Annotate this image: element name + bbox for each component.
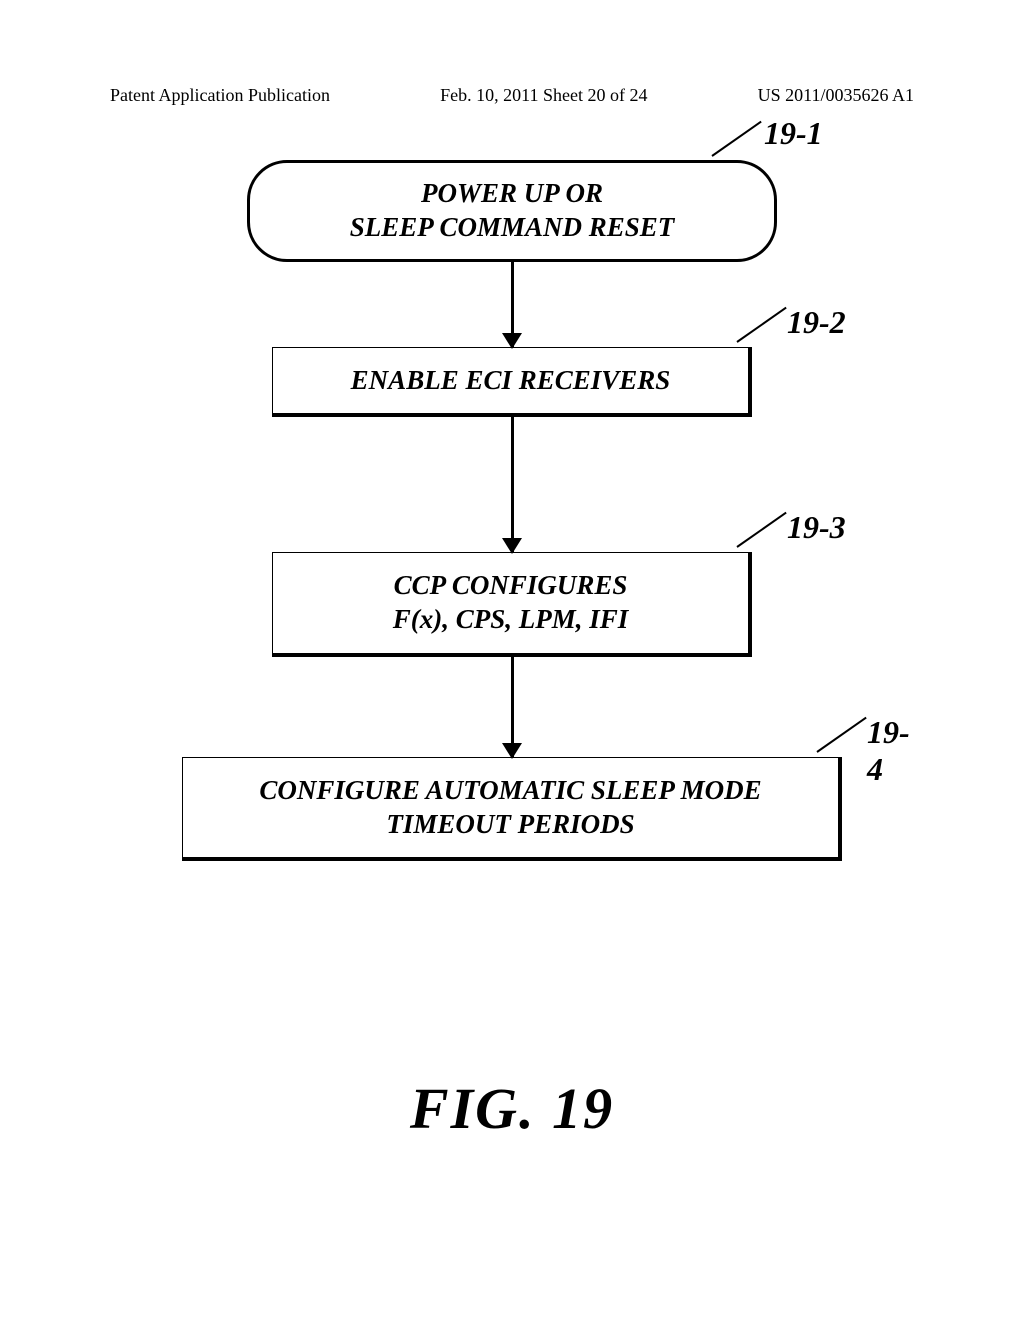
header-publication: Patent Application Publication bbox=[110, 85, 330, 106]
flowchart-container: POWER UP ORSLEEP COMMAND RESET 19-1 ENAB… bbox=[162, 160, 862, 861]
ref-label: 19-4 bbox=[867, 714, 910, 788]
process-box: CCP CONFIGURESF(x), CPS, LPM, IFI bbox=[272, 552, 752, 657]
node-text: CONFIGURE AUTOMATIC SLEEP MODETIMEOUT PE… bbox=[259, 775, 761, 839]
ref-label: 19-2 bbox=[787, 304, 846, 341]
terminator-start: POWER UP ORSLEEP COMMAND RESET bbox=[247, 160, 777, 262]
node-text: CCP CONFIGURESF(x), CPS, LPM, IFI bbox=[393, 570, 629, 634]
leader-line bbox=[816, 717, 866, 753]
process-box: ENABLE ECI RECEIVERS bbox=[272, 347, 752, 418]
ref-label: 19-3 bbox=[787, 509, 846, 546]
node-text: ENABLE ECI RECEIVERS bbox=[351, 365, 671, 395]
figure-label: FIG. 19 bbox=[410, 1075, 614, 1142]
leader-line bbox=[736, 512, 786, 548]
node-text: POWER UP ORSLEEP COMMAND RESET bbox=[350, 178, 675, 242]
leader-line bbox=[711, 121, 761, 157]
flow-arrow bbox=[511, 417, 514, 552]
header-patent-number: US 2011/0035626 A1 bbox=[758, 85, 914, 106]
flow-arrow bbox=[511, 262, 514, 347]
leader-line bbox=[736, 306, 786, 342]
header-date-sheet: Feb. 10, 2011 Sheet 20 of 24 bbox=[440, 85, 647, 106]
process-box: CONFIGURE AUTOMATIC SLEEP MODETIMEOUT PE… bbox=[182, 757, 842, 862]
ref-label: 19-1 bbox=[764, 115, 823, 152]
flow-arrow bbox=[511, 657, 514, 757]
